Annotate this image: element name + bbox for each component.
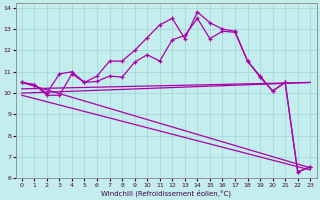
X-axis label: Windchill (Refroidissement éolien,°C): Windchill (Refroidissement éolien,°C) (101, 189, 231, 197)
